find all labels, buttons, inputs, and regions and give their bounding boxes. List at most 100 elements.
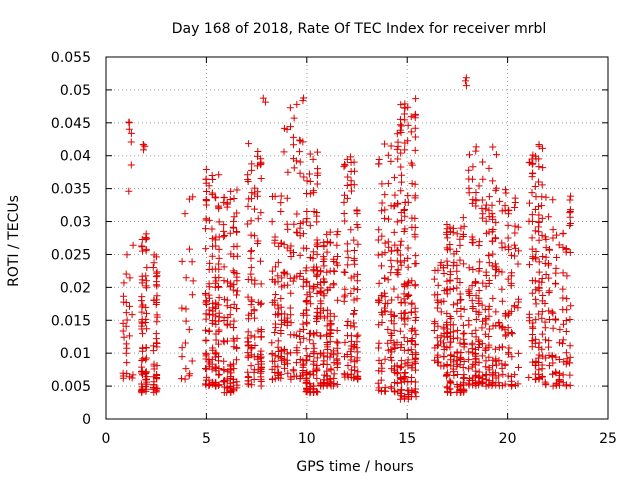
data-point <box>465 151 473 159</box>
data-point <box>326 284 334 292</box>
data-point <box>330 374 338 382</box>
y-tick-label: 0.055 <box>51 50 91 66</box>
data-point <box>202 350 210 358</box>
data-point <box>302 218 310 226</box>
data-point <box>388 296 396 304</box>
data-point <box>411 340 419 348</box>
data-point <box>489 362 497 370</box>
data-point <box>475 338 483 346</box>
data-point <box>215 294 223 302</box>
data-point <box>153 282 161 290</box>
data-point <box>257 369 265 377</box>
data-point <box>310 267 318 275</box>
data-point <box>257 280 265 288</box>
data-point <box>393 246 401 254</box>
y-tick-label: 0.03 <box>60 215 91 231</box>
data-point <box>223 321 231 329</box>
data-point <box>566 220 574 228</box>
data-point <box>303 177 311 185</box>
data-point <box>492 219 500 227</box>
data-point <box>306 293 314 301</box>
data-point <box>381 293 389 301</box>
data-point <box>449 285 457 293</box>
data-point <box>390 320 398 328</box>
data-point <box>453 380 461 388</box>
data-point <box>142 356 150 364</box>
data-point <box>397 310 405 318</box>
data-point <box>350 272 358 280</box>
data-point <box>491 260 499 268</box>
data-point <box>374 236 382 244</box>
data-point <box>344 373 352 381</box>
data-point <box>202 166 210 174</box>
data-point <box>443 310 451 318</box>
data-point <box>226 362 234 370</box>
data-point <box>350 285 358 293</box>
data-point <box>316 288 324 296</box>
data-point <box>119 292 127 300</box>
data-point <box>347 167 355 175</box>
data-point <box>439 264 447 272</box>
data-point <box>139 301 147 309</box>
data-point <box>475 341 483 349</box>
data-point <box>347 356 355 364</box>
data-point <box>390 174 398 182</box>
data-point <box>257 175 265 183</box>
data-point <box>287 349 295 357</box>
data-point <box>542 270 550 278</box>
data-point <box>333 326 341 334</box>
data-point <box>312 263 320 271</box>
data-point <box>323 268 331 276</box>
data-point <box>478 340 486 348</box>
data-point <box>498 343 506 351</box>
data-point <box>306 336 314 344</box>
data-point <box>430 275 438 283</box>
data-point <box>404 137 412 145</box>
data-point <box>387 308 395 316</box>
data-point <box>333 360 341 368</box>
data-point <box>559 336 567 344</box>
data-point <box>411 194 419 202</box>
data-point <box>434 341 442 349</box>
data-point <box>259 94 267 102</box>
data-point <box>489 250 497 258</box>
data-point <box>188 291 196 299</box>
data-point <box>334 339 342 347</box>
data-point <box>128 311 136 319</box>
data-point <box>531 253 539 261</box>
data-point <box>138 318 146 326</box>
data-point <box>152 296 160 304</box>
data-point <box>292 332 300 340</box>
data-point <box>248 166 256 174</box>
data-point <box>142 354 150 362</box>
data-point <box>535 351 543 359</box>
data-point <box>233 378 241 386</box>
data-point <box>202 225 210 233</box>
data-point <box>244 349 252 357</box>
data-point <box>244 202 252 210</box>
data-point <box>485 164 493 172</box>
plot-frame <box>105 56 609 420</box>
data-point <box>504 221 512 229</box>
data-point <box>492 186 500 194</box>
data-point <box>404 121 412 129</box>
data-point <box>408 214 416 222</box>
data-point <box>479 158 487 166</box>
data-point <box>393 379 401 387</box>
data-point <box>296 136 304 144</box>
data-point <box>274 337 282 345</box>
data-point <box>535 343 543 351</box>
data-point <box>446 268 454 276</box>
data-point <box>289 277 297 285</box>
data-point <box>401 299 409 307</box>
data-point <box>314 388 322 396</box>
data-point <box>220 221 228 229</box>
data-point <box>150 385 158 393</box>
data-point <box>287 289 295 297</box>
data-point <box>283 321 291 329</box>
data-point <box>340 268 348 276</box>
data-point <box>528 277 536 285</box>
data-point <box>469 163 477 171</box>
y-tick-label: 0.01 <box>60 346 91 362</box>
data-point <box>387 202 395 210</box>
